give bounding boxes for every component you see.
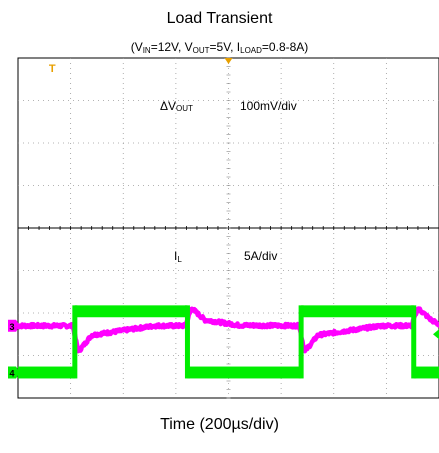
- scope-markers: T 3 4: [8, 58, 439, 379]
- il-ripple-band: [74, 305, 188, 318]
- scope-traces: [16, 305, 439, 379]
- il-trace-label: IL: [174, 249, 182, 264]
- il-edge: [411, 305, 417, 379]
- il-edge: [184, 305, 190, 379]
- il-ripple-band: [413, 366, 439, 379]
- il-ripple-band: [18, 366, 75, 379]
- vout-trace: [16, 306, 439, 354]
- vout-scale-label: 100mV/div: [240, 99, 297, 113]
- chart-title: Load Transient: [166, 10, 273, 27]
- il-edge: [72, 305, 78, 379]
- il-edge: [298, 305, 304, 379]
- trigger-position-marker: [224, 58, 233, 64]
- channel-3-marker: 3: [8, 319, 20, 332]
- il-ripple-band: [187, 366, 302, 379]
- x-axis-label: Time (200µs/div): [160, 416, 279, 433]
- il-ripple-band: [301, 305, 414, 318]
- trigger-t-marker: T: [49, 63, 56, 75]
- trigger-level-marker: [433, 329, 439, 340]
- vout-trace-label: ΔVOUT: [160, 99, 193, 113]
- il-scale-label: 5A/div: [244, 249, 277, 263]
- svg-text:3: 3: [9, 322, 14, 332]
- chart-subtitle: (VIN=12V, VOUT=5V, ILOAD=0.8-8A): [130, 40, 309, 55]
- channel-4-marker: 4: [8, 366, 20, 379]
- svg-text:4: 4: [9, 369, 14, 379]
